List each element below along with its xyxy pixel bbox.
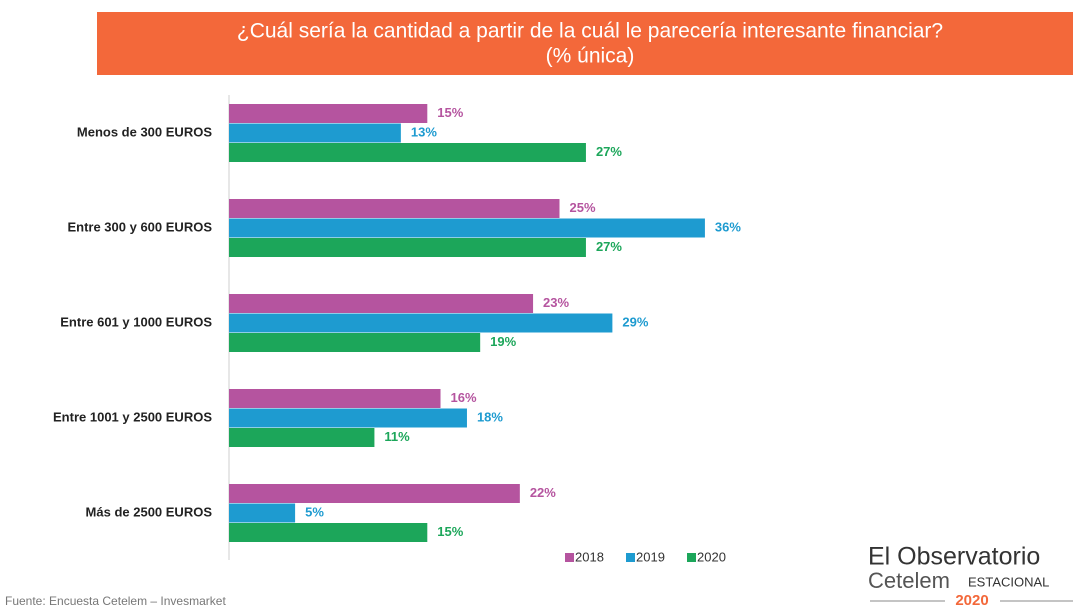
category-label: Entre 300 y 600 EUROS: [67, 220, 212, 235]
legend-swatch: [687, 553, 696, 562]
bar: [229, 143, 586, 162]
value-label: 5%: [305, 505, 324, 520]
value-label: 11%: [384, 429, 410, 444]
legend-label: 2020: [697, 549, 726, 564]
bar: [229, 503, 296, 523]
bar: [229, 238, 586, 257]
logo-text: ESTACIONAL: [968, 574, 1049, 589]
bar: [229, 408, 467, 428]
logo-year: 2020: [955, 592, 988, 608]
category-label: Entre 1001 y 2500 EUROS: [53, 410, 212, 425]
category-label: Entre 601 y 1000 EUROS: [60, 315, 212, 330]
bar: [229, 523, 428, 542]
value-label: 27%: [596, 144, 622, 159]
value-label: 36%: [715, 220, 741, 235]
bar: [229, 123, 401, 143]
bar: [229, 484, 520, 503]
chart-title: ¿Cuál sería la cantidad a partir de la c…: [237, 20, 943, 43]
bar: [229, 428, 375, 447]
value-label: 18%: [477, 410, 503, 425]
value-label: 22%: [530, 485, 556, 500]
value-label: 13%: [411, 125, 437, 140]
value-label: 19%: [490, 334, 516, 349]
title-bar: [97, 12, 1073, 75]
bar: [229, 333, 481, 352]
legend-label: 2018: [575, 549, 604, 564]
bar: [229, 313, 613, 333]
value-label: 15%: [437, 524, 463, 539]
value-label: 27%: [596, 239, 622, 254]
value-label: 25%: [570, 200, 596, 215]
category-label: Más de 2500 EUROS: [86, 505, 213, 520]
chart-subtitle: (% única): [546, 45, 635, 68]
legend-swatch: [626, 553, 635, 562]
value-label: 23%: [543, 295, 569, 310]
legend-label: 2019: [636, 549, 665, 564]
bar: [229, 199, 560, 218]
bar: [229, 389, 441, 408]
bar: [229, 218, 705, 238]
bar: [229, 104, 428, 123]
legend-swatch: [565, 553, 574, 562]
source: Fuente: Encuesta Cetelem – Invesmarket: [5, 594, 226, 608]
logo-text: El Observatorio: [868, 543, 1040, 571]
value-label: 15%: [437, 105, 463, 120]
logo-text: Cetelem: [868, 568, 950, 593]
bar: [229, 294, 534, 313]
category-label: Menos de 300 EUROS: [77, 125, 212, 140]
value-label: 16%: [451, 390, 477, 405]
value-label: 29%: [622, 315, 648, 330]
